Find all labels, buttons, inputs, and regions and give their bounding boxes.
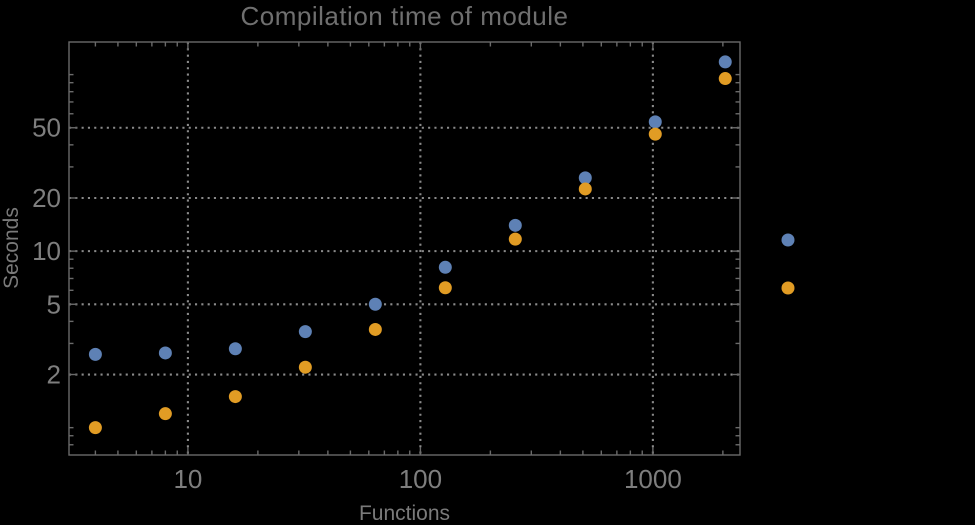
data-point-orange bbox=[158, 407, 172, 421]
data-point-blue bbox=[648, 115, 662, 129]
data-point-orange bbox=[298, 360, 312, 374]
plot-frame bbox=[68, 41, 741, 456]
data-point-blue bbox=[578, 171, 592, 185]
y-tick-label: 2 bbox=[47, 360, 61, 390]
legend-marker-blue bbox=[781, 233, 795, 247]
data-point-blue bbox=[88, 347, 102, 361]
data-point-orange bbox=[368, 322, 382, 336]
data-point-orange bbox=[578, 182, 592, 196]
data-point-orange bbox=[508, 232, 522, 246]
data-point-orange bbox=[228, 390, 242, 404]
y-tick-label: 50 bbox=[32, 113, 61, 143]
data-point-blue bbox=[228, 342, 242, 356]
x-tick-label: 100 bbox=[399, 464, 442, 494]
series-blue-points bbox=[88, 55, 732, 361]
data-point-blue bbox=[158, 346, 172, 360]
plot-frame bbox=[68, 41, 741, 456]
legend bbox=[781, 233, 795, 295]
data-point-orange bbox=[648, 127, 662, 141]
legend-marker-orange bbox=[781, 281, 795, 295]
data-point-blue bbox=[298, 325, 312, 339]
x-axis-label: Functions bbox=[358, 502, 451, 525]
data-point-orange bbox=[718, 72, 732, 86]
grid-lines bbox=[69, 42, 740, 455]
y-tick-label: 5 bbox=[47, 289, 61, 319]
data-point-blue bbox=[368, 297, 382, 311]
y-tick-labels: 2 5 10 20 50 bbox=[32, 113, 61, 390]
y-tick-label: 20 bbox=[32, 183, 61, 213]
x-tick-label: 10 bbox=[173, 464, 202, 494]
x-tick-label: 1000 bbox=[624, 464, 682, 494]
data-point-orange bbox=[438, 281, 452, 295]
data-point-orange bbox=[88, 421, 102, 435]
x-tick-labels: 10 100 1000 bbox=[173, 464, 681, 494]
data-point-blue bbox=[438, 260, 452, 274]
chart-title: Compilation time of module bbox=[240, 1, 569, 31]
axis-ticks bbox=[69, 42, 740, 455]
data-point-blue bbox=[508, 218, 522, 232]
series-orange-points bbox=[88, 72, 732, 435]
y-tick-label: 10 bbox=[32, 236, 61, 266]
data-point-blue bbox=[718, 55, 732, 69]
